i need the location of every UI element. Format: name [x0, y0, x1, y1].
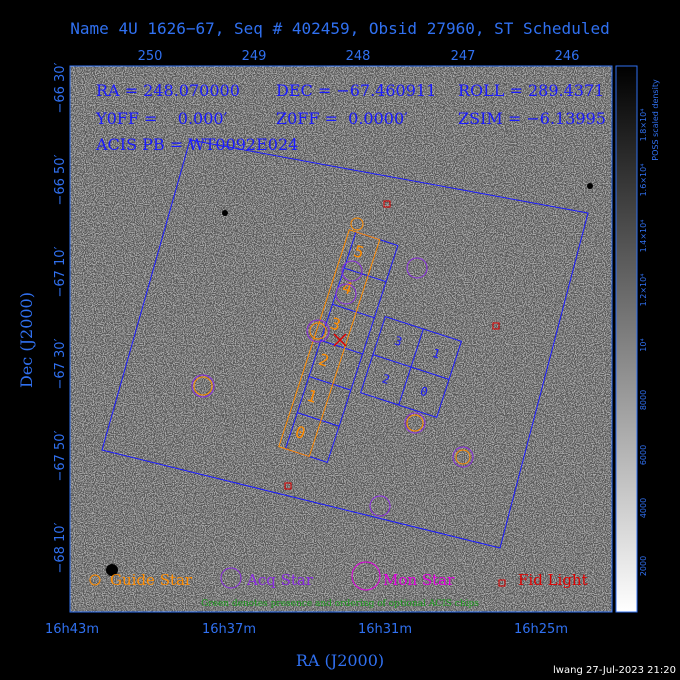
legend-fid-icon — [498, 579, 506, 587]
guide-star — [193, 376, 213, 396]
legend-mon-icon — [351, 561, 381, 591]
bright-star — [106, 564, 118, 576]
chip-label: 3 — [393, 334, 404, 350]
left-tick-label: −66 50′ — [53, 154, 68, 205]
bottom-tick-label: 16h43m — [45, 622, 99, 637]
legend-label: Guide Star — [110, 571, 193, 589]
left-tick-label: −68 10′ — [53, 522, 68, 573]
acq-star — [341, 260, 363, 282]
fid-light — [492, 322, 500, 330]
legend-guide-icon — [89, 574, 101, 586]
stars — [191, 200, 500, 517]
legend-label: Mon Star — [383, 571, 455, 589]
guide-star — [350, 217, 364, 231]
acq-star — [369, 495, 391, 517]
chip-edge — [308, 376, 351, 391]
acq-star — [406, 257, 428, 279]
info-yoff: Y0FF = 0.000′ — [95, 109, 228, 128]
fid-light — [284, 482, 292, 490]
left-axis-label: Dec (J2000) — [17, 292, 36, 388]
acis-i: 3 1 2 0 — [359, 315, 463, 419]
bottom-tick-label: 16h31m — [358, 622, 412, 637]
title: Name 4U 1626−67, Seq # 402459, Obsid 279… — [70, 19, 609, 38]
chip-edge — [297, 412, 340, 427]
chip-edge — [344, 267, 387, 283]
acq-star — [306, 319, 330, 343]
note: Green denotes presence and ordering of o… — [201, 599, 479, 609]
bottom-tick-label: 16h25m — [514, 622, 568, 637]
top-tick-label: 247 — [451, 49, 476, 64]
chip-label: 0 — [418, 384, 429, 400]
colorbar-tick-label: 10⁴ — [639, 338, 648, 351]
left-tick-label: −66 30′ — [53, 62, 68, 113]
info-roll: ROLL = 289.4371 — [458, 81, 604, 100]
colorbar-tick-label: 1.2×10⁴ — [639, 274, 648, 307]
bottom-axis-label: RA (J2000) — [296, 651, 384, 670]
acis-i-frame — [359, 315, 463, 419]
legend-label: Acq Star — [246, 571, 314, 589]
chip-edge — [320, 339, 363, 355]
legend-acq-icon — [220, 567, 242, 589]
colorbar-tick-label: 2000 — [639, 556, 648, 576]
top-tick-label: 248 — [346, 49, 371, 64]
acq-star — [452, 446, 474, 468]
info-dec: DEC = −67.460911 — [276, 81, 436, 100]
guide-star — [309, 322, 327, 340]
guide-star — [455, 449, 471, 465]
colorbar-label: POSS scaled density — [651, 79, 660, 161]
pointing-mark — [333, 333, 347, 347]
colorbar-tick-label: 1.4×10⁴ — [639, 220, 648, 253]
bottom-tick-label: 16h37m — [202, 622, 256, 637]
acq-star — [404, 412, 426, 434]
chip-edge — [332, 303, 375, 319]
guide-star — [406, 414, 424, 432]
axes: 250 249 248 247 246 −66 30′ −66 50′ −67 … — [17, 49, 579, 670]
top-tick-label: 249 — [242, 49, 267, 64]
left-tick-label: −67 10′ — [53, 246, 68, 297]
plot-frame — [69, 65, 613, 613]
chip-label: 1 — [431, 346, 442, 362]
colorbar-tick-label: 8000 — [639, 390, 648, 410]
info-zoff: Z0FF = 0.0000′ — [276, 109, 408, 128]
colorbar-ticks: 2000 4000 6000 8000 10⁴ 1.2×10⁴ 1.4×10⁴ … — [639, 79, 660, 576]
fid-light — [383, 200, 391, 208]
left-tick-label: −67 50′ — [53, 430, 68, 481]
info-zsim: ZSIM = −6.13995 — [458, 109, 606, 128]
colorbar-tick-label: 1.8×10⁴ — [639, 109, 648, 142]
acq-star — [191, 374, 215, 398]
footer: lwang 27-Jul-2023 21:20 — [553, 665, 676, 676]
top-tick-label: 246 — [555, 49, 580, 64]
bright-star — [222, 210, 228, 216]
acq-star — [335, 283, 357, 305]
legend-label: Fid Light — [518, 571, 588, 589]
chip-edge — [372, 354, 450, 380]
info-acis-pb: ACIS PB = WT0092E024 — [95, 135, 298, 154]
chip-label: 2 — [380, 372, 391, 388]
bright-star — [587, 183, 593, 189]
colorbar-tick-label: 6000 — [639, 445, 648, 465]
colorbar-tick-label: 4000 — [639, 498, 648, 518]
top-tick-label: 250 — [138, 49, 163, 64]
left-tick-label: −67 30′ — [53, 338, 68, 389]
colorbar-tick-label: 1.6×10⁴ — [639, 164, 648, 197]
fov-outline — [101, 139, 589, 549]
info-ra: RA = 248.070000 — [96, 81, 240, 100]
colorbar — [615, 65, 638, 613]
